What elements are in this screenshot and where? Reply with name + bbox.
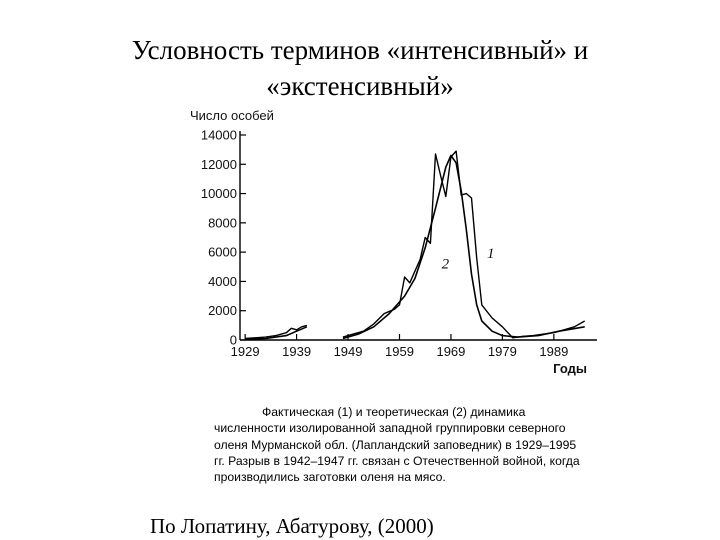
slide-title-line-1: Условность терминов «интенсивный» и bbox=[131, 35, 589, 65]
x-axis-label: Годы bbox=[553, 361, 587, 376]
y-tick-label: 6000 bbox=[208, 245, 237, 260]
slide-title-line-2: «экстенсивный» bbox=[266, 71, 454, 101]
series-label-1: 1 bbox=[487, 246, 495, 262]
figure-caption: Фактическая (1) и теоретическая (2) дина… bbox=[214, 404, 584, 485]
x-tick-label: 1939 bbox=[282, 344, 311, 359]
y-tick-label: 0 bbox=[230, 333, 237, 348]
y-tick-label: 10000 bbox=[201, 186, 237, 201]
series-line-2 bbox=[342, 154, 585, 340]
x-tick-label: 1959 bbox=[385, 344, 414, 359]
figure-caption-text: Фактическая (1) и теоретическая (2) дина… bbox=[214, 405, 580, 485]
y-tick-label: 8000 bbox=[208, 215, 237, 230]
series-line-1 bbox=[245, 324, 308, 340]
population-chart: 0 2000 4000 6000 8000 10000 12000 14000 1929 1939… bbox=[190, 108, 597, 376]
y-axis-label: Число особей bbox=[190, 108, 274, 123]
series-line-1 bbox=[342, 150, 586, 339]
y-tick-label: 14000 bbox=[201, 128, 237, 143]
x-tick-label: 1949 bbox=[334, 344, 363, 359]
series-line-2 bbox=[245, 326, 308, 341]
y-tick-label: 12000 bbox=[201, 157, 237, 172]
source-citation: По Лопатину, Абатурову, (2000) bbox=[150, 514, 434, 538]
x-tick-label: 1969 bbox=[436, 344, 465, 359]
x-tick-label: 1979 bbox=[488, 344, 517, 359]
y-tick-label: 2000 bbox=[208, 303, 237, 318]
series-label-2: 2 bbox=[442, 256, 450, 272]
y-tick-label: 4000 bbox=[208, 274, 237, 289]
x-tick-label: 1929 bbox=[231, 344, 260, 359]
x-tick-label: 1989 bbox=[539, 344, 568, 359]
